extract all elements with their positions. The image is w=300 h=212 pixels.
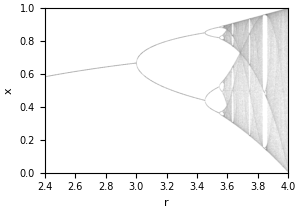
X-axis label: r: r: [164, 198, 169, 208]
Y-axis label: x: x: [4, 87, 14, 94]
